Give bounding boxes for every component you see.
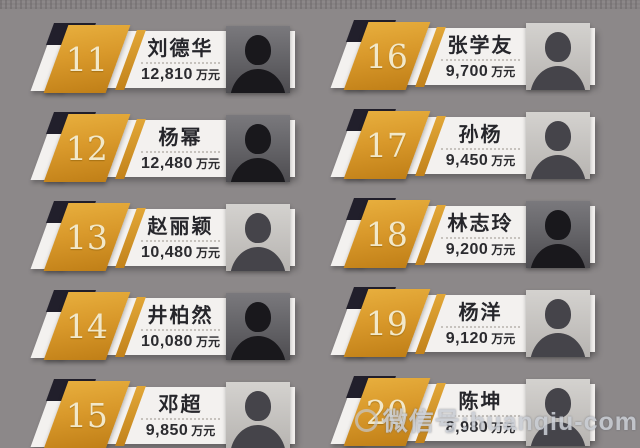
rank-row-11: 11 刘德华 12,810 万元 [30,23,295,93]
income-amount: 12,480 [141,155,193,172]
entry-text: 孙杨 9,450 万元 [438,122,523,170]
huanqiu-logo-icon [354,408,378,432]
rank-number: 19 [366,303,408,343]
rank-row-17: 17 孙杨 9,450 万元 [330,109,595,179]
divider [441,59,520,61]
entry-text: 杨洋 9,120 万元 [438,300,523,348]
entry-text: 井柏然 10,080 万元 [138,303,223,351]
income-unit: 万元 [195,157,220,171]
income-amount: 12,810 [141,66,193,83]
celebrity-name: 孙杨 [458,124,503,146]
rank-row-15: 15 邓超 9,850 万元 [30,379,295,448]
divider [441,237,520,239]
divider [441,148,520,150]
rank-number: 11 [66,39,108,79]
celebrity-photo [526,23,590,90]
celebrity-name: 林志玲 [447,213,514,235]
entry-text: 杨幂 12,480 万元 [138,125,223,173]
income-unit: 万元 [195,246,220,260]
celebrity-name: 陈坤 [458,391,503,413]
entry-text: 张学友 9,700 万元 [438,33,523,81]
income-amount: 9,450 [445,152,489,169]
cutoff-content-strip [0,0,640,9]
celebrity-photo [226,382,290,448]
income-amount: 10,480 [141,244,193,261]
rank-row-20: 20 陈坤 8,980 万元 [330,376,595,446]
watermark-text: 微信号:huanqiu-com [382,408,638,436]
celebrity-photo [526,290,590,357]
celebrity-photo [226,115,290,182]
income-unit: 万元 [491,154,516,168]
income-amount: 9,120 [445,330,489,347]
entry-text: 刘德华 12,810 万元 [138,36,223,84]
divider [141,240,220,242]
rank-number: 13 [66,217,108,257]
income-unit: 万元 [195,68,220,82]
celebrity-name: 杨幂 [158,127,203,149]
celebrity-name: 赵丽颖 [147,216,214,238]
celebrity-name: 刘德华 [147,38,214,60]
celebrity-photo [226,293,290,360]
divider [141,418,220,420]
rank-number: 16 [366,36,408,76]
entry-text: 邓超 9,850 万元 [138,392,223,440]
income-amount: 9,200 [445,241,489,258]
rank-row-13: 13 赵丽颖 10,480 万元 [30,201,295,271]
income-unit: 万元 [491,332,516,346]
income-unit: 万元 [491,65,516,79]
income-unit: 万元 [191,424,216,438]
rank-number: 14 [66,306,108,346]
celebrity-name: 张学友 [447,35,514,57]
celebrity-photo [526,379,590,446]
rank-number: 15 [66,395,108,435]
rank-row-12: 12 杨幂 12,480 万元 [30,112,295,182]
entry-text: 赵丽颖 10,480 万元 [138,214,223,262]
divider [141,62,220,64]
entry-text: 林志玲 9,200 万元 [438,211,523,259]
rank-row-14: 14 井柏然 10,080 万元 [30,290,295,360]
rank-row-16: 16 张学友 9,700 万元 [330,20,595,90]
rank-row-19: 19 杨洋 9,120 万元 [330,287,595,357]
celebrity-photo [226,204,290,271]
rank-number: 18 [366,214,408,254]
celebrity-photo [226,26,290,93]
celebrity-name: 井柏然 [147,305,214,327]
divider [441,326,520,328]
income-amount: 9,850 [145,422,189,439]
income-unit: 万元 [491,421,516,435]
rank-number: 12 [66,128,108,168]
income-amount: 10,080 [141,333,193,350]
income-unit: 万元 [195,335,220,349]
entry-text: 陈坤 8,980 万元 [438,389,523,437]
divider [141,151,220,153]
rank-row-18: 18 林志玲 9,200 万元 [330,198,595,268]
rank-number: 17 [366,125,408,165]
watermark: 微信号:huanqiu-com [354,402,638,438]
celebrity-photo [526,112,590,179]
income-amount: 9,700 [445,63,489,80]
divider [441,415,520,417]
income-unit: 万元 [491,243,516,257]
celebrity-name: 邓超 [158,394,203,416]
celebrity-photo [526,201,590,268]
celebrity-name: 杨洋 [458,302,503,324]
divider [141,329,220,331]
income-amount: 8,980 [445,419,489,436]
